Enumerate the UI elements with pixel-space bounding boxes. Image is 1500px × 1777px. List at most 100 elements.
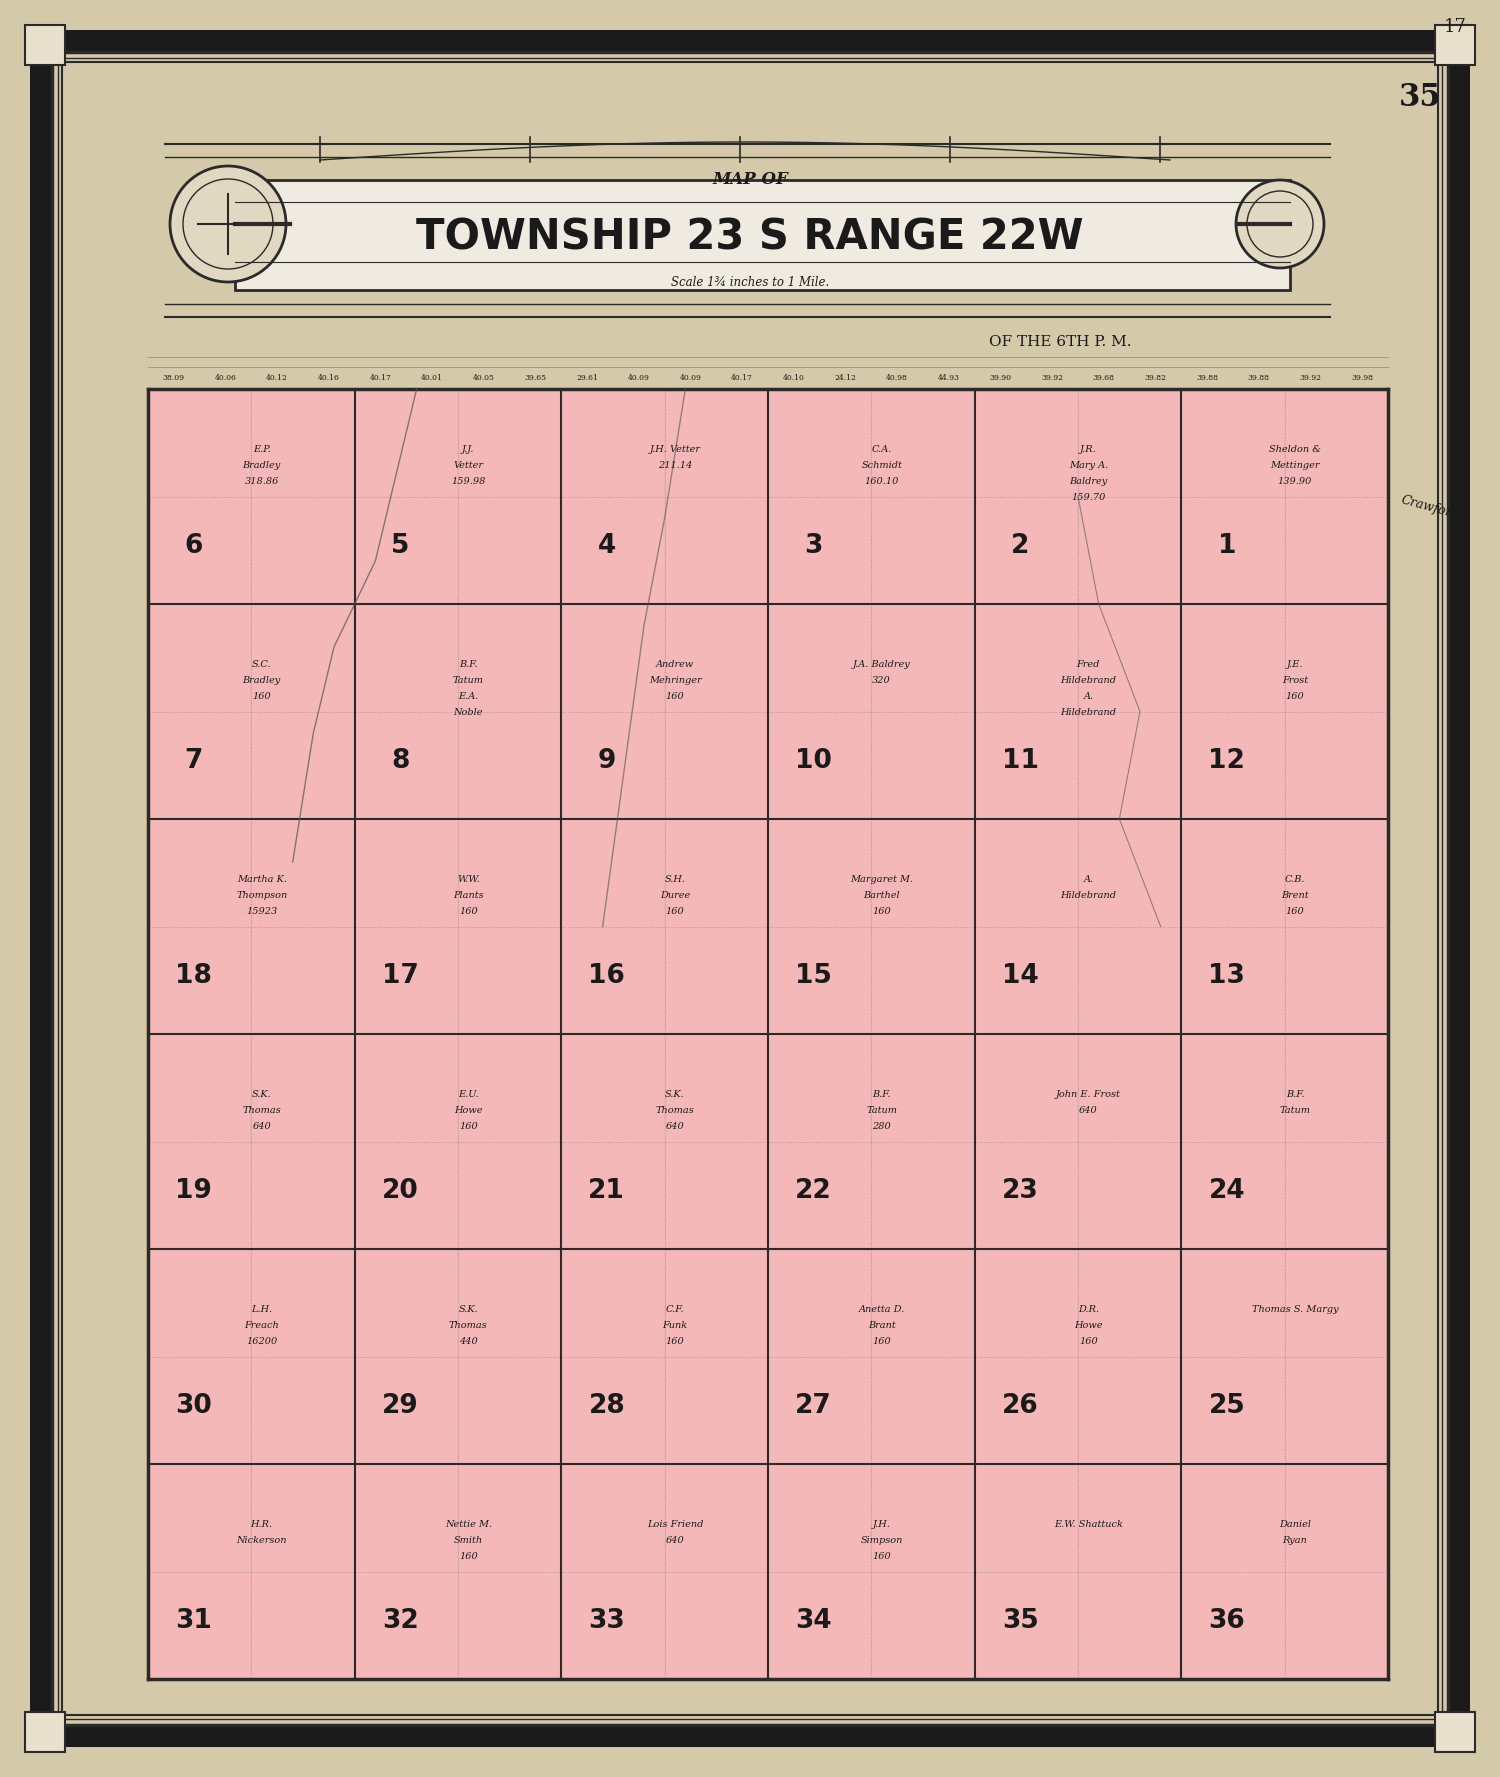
Text: OF THE 6TH P. M.: OF THE 6TH P. M. (988, 336, 1131, 348)
Bar (1436, 25, 1474, 66)
Text: 40.17: 40.17 (730, 373, 753, 382)
Text: 29: 29 (382, 1393, 418, 1420)
Text: 29.61: 29.61 (576, 373, 598, 382)
Text: 21: 21 (588, 1178, 626, 1205)
Text: L.H.: L.H. (251, 1304, 273, 1313)
Text: 40.01: 40.01 (422, 373, 442, 382)
Text: J.E.: J.E. (1287, 659, 1304, 668)
Text: 160: 160 (666, 906, 684, 915)
Text: Plants: Plants (453, 890, 483, 899)
Text: 17: 17 (1443, 18, 1467, 36)
Text: J.H. Vetter: J.H. Vetter (650, 444, 700, 453)
Text: 160: 160 (1286, 691, 1305, 700)
Text: 160: 160 (1078, 1336, 1098, 1345)
Text: 15: 15 (795, 963, 832, 990)
Text: 280: 280 (873, 1121, 891, 1130)
Text: B.F.: B.F. (873, 1089, 891, 1098)
Text: Nickerson: Nickerson (237, 1535, 286, 1544)
Text: 44.93: 44.93 (938, 373, 960, 382)
Text: Bradley: Bradley (243, 675, 280, 684)
Text: E.P.: E.P. (252, 444, 270, 453)
Text: C.A.: C.A. (871, 444, 892, 453)
Text: 11: 11 (1002, 748, 1038, 775)
Bar (26, 25, 64, 66)
Text: D.R.: D.R. (1078, 1304, 1100, 1313)
Text: 4: 4 (597, 533, 616, 560)
Text: Simpson: Simpson (861, 1535, 903, 1544)
Text: 12: 12 (1209, 748, 1245, 775)
Text: 39.90: 39.90 (990, 373, 1011, 382)
Text: Fred: Fred (1077, 659, 1100, 668)
Text: E.W. Shattuck: E.W. Shattuck (1054, 1519, 1124, 1528)
Text: 39.88: 39.88 (1196, 373, 1218, 382)
Text: 23: 23 (1002, 1178, 1038, 1205)
Text: 39.65: 39.65 (525, 373, 546, 382)
Text: Mehringer: Mehringer (648, 675, 702, 684)
Text: 159.70: 159.70 (1071, 492, 1106, 501)
Bar (30, 30, 52, 1747)
Text: Hildebrand: Hildebrand (1060, 707, 1116, 716)
Text: 38.09: 38.09 (164, 373, 184, 382)
Text: 33: 33 (588, 1608, 626, 1633)
Text: 39.68: 39.68 (1094, 373, 1114, 382)
Text: Hildebrand: Hildebrand (1060, 890, 1116, 899)
Text: 25: 25 (1209, 1393, 1245, 1420)
Text: Hildebrand: Hildebrand (1060, 675, 1116, 684)
Text: Frost: Frost (1282, 675, 1308, 684)
Text: 640: 640 (666, 1121, 684, 1130)
Text: B.F.: B.F. (1286, 1089, 1305, 1098)
Bar (30, 1725, 1470, 1747)
Text: 39.82: 39.82 (1144, 373, 1167, 382)
Text: Brent: Brent (1281, 890, 1310, 899)
Text: 40.17: 40.17 (369, 373, 392, 382)
Text: Mettinger: Mettinger (1270, 460, 1320, 469)
Text: Barthel: Barthel (864, 890, 900, 899)
Text: 24: 24 (1209, 1178, 1245, 1205)
Text: Mary A.: Mary A. (1068, 460, 1108, 469)
Text: Freach: Freach (244, 1320, 279, 1329)
Text: 160: 160 (873, 1336, 891, 1345)
Text: 16: 16 (588, 963, 626, 990)
Text: S.K.: S.K. (459, 1304, 478, 1313)
Text: Baldrey: Baldrey (1070, 476, 1107, 485)
Text: 640: 640 (252, 1121, 272, 1130)
Text: 640: 640 (666, 1535, 684, 1544)
Text: 160: 160 (459, 906, 477, 915)
Text: J.J.: J.J. (462, 444, 474, 453)
Text: 39.98: 39.98 (1352, 373, 1372, 382)
Text: 34: 34 (795, 1608, 832, 1633)
Text: 139.90: 139.90 (1278, 476, 1312, 485)
Text: Andrew: Andrew (656, 659, 694, 668)
Text: 39.92: 39.92 (1041, 373, 1064, 382)
Text: 13: 13 (1209, 963, 1245, 990)
Text: 160: 160 (873, 1551, 891, 1560)
Text: E.A.: E.A. (458, 691, 478, 700)
Text: A.: A. (1083, 691, 1094, 700)
Text: 40.05: 40.05 (472, 373, 495, 382)
Text: 22: 22 (795, 1178, 832, 1205)
Text: TOWNSHIP 23 S RANGE 22W: TOWNSHIP 23 S RANGE 22W (416, 217, 1083, 258)
Text: 10: 10 (795, 748, 832, 775)
Text: 160: 160 (873, 906, 891, 915)
Text: 40.12: 40.12 (266, 373, 288, 382)
Text: 160: 160 (252, 691, 272, 700)
Text: 440: 440 (459, 1336, 477, 1345)
Text: Howe: Howe (454, 1105, 483, 1114)
Text: 17: 17 (381, 963, 419, 990)
Text: 7: 7 (184, 748, 202, 775)
Text: 211.14: 211.14 (658, 460, 692, 469)
Text: E.U.: E.U. (458, 1089, 478, 1098)
Text: 14: 14 (1002, 963, 1038, 990)
Text: 35: 35 (1398, 82, 1441, 112)
Text: Ryan: Ryan (1282, 1535, 1308, 1544)
Text: 159.98: 159.98 (452, 476, 486, 485)
Text: 36: 36 (1209, 1608, 1245, 1633)
Text: 30: 30 (176, 1393, 211, 1420)
Text: 15923: 15923 (246, 906, 278, 915)
Text: 160: 160 (666, 1336, 684, 1345)
Text: H.R.: H.R. (251, 1519, 273, 1528)
Text: Lois Friend: Lois Friend (646, 1519, 704, 1528)
Text: Thomas: Thomas (656, 1105, 694, 1114)
Text: 640: 640 (1078, 1105, 1098, 1114)
Text: 160: 160 (666, 691, 684, 700)
